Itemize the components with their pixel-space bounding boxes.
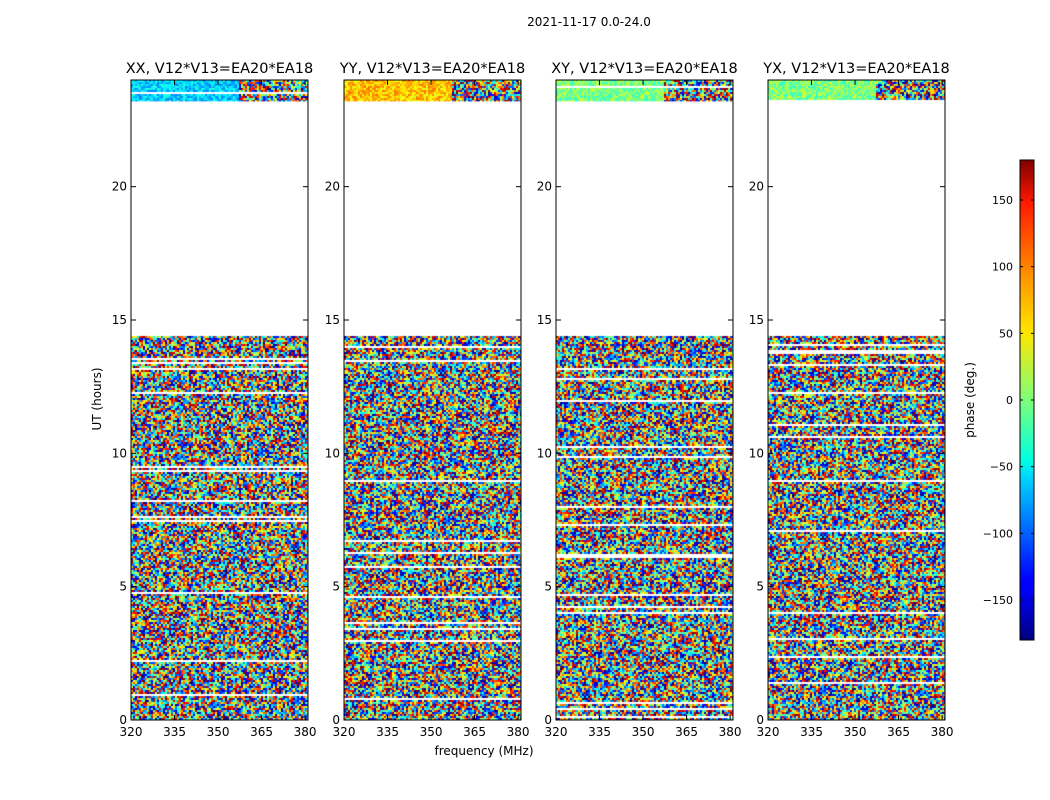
heatmap-canvas-3 [556, 80, 733, 720]
x-tick-label: 320 [333, 725, 356, 739]
x-tick-label: 350 [207, 725, 230, 739]
panel-title: XX, V12*V13=EA20*EA18 [126, 61, 314, 77]
y-tick-label: 15 [749, 313, 764, 327]
x-tick-label: 350 [844, 725, 867, 739]
x-tick-label: 365 [250, 725, 273, 739]
panel-title: YX, V12*V13=EA20*EA18 [762, 61, 949, 77]
y-tick-label: 0 [756, 713, 764, 727]
y-tick-label: 20 [749, 180, 764, 194]
y-tick-label: 10 [537, 446, 552, 460]
panel-1: XX, V12*V13=EA20*EA18 320 335 350 365 380 0 5 10… [112, 61, 317, 739]
colorbar-label: phase (deg.) [963, 362, 977, 438]
x-tick-label: 350 [420, 725, 443, 739]
heatmap-canvas-4 [768, 80, 945, 720]
y-tick-label: 0 [544, 713, 552, 727]
colorbar: −150 −100 −50 0 50 100 150 phase (deg.) [963, 159, 1035, 641]
panel-frame [130, 79, 309, 721]
y-tick-label: 15 [325, 313, 340, 327]
x-tick-label: 320 [120, 725, 143, 739]
panels: XX, V12*V13=EA20*EA18 320 335 350 365 380 0 5 10… [112, 61, 954, 739]
x-tick-label: 320 [545, 725, 568, 739]
x-tick-label: 335 [588, 725, 611, 739]
x-tick-label: 380 [294, 725, 317, 739]
colorbar-tick-label: −100 [983, 527, 1013, 540]
y-tick-label: 15 [112, 313, 127, 327]
x-tick-label: 335 [163, 725, 186, 739]
x-tick-label: 365 [887, 725, 910, 739]
figure-suptitle: 2021-11-17 0.0-24.0 [527, 15, 651, 29]
y-tick-label: 20 [325, 180, 340, 194]
panel-4: YX, V12*V13=EA20*EA18 320 335 350 365 380 0 5 10… [749, 61, 954, 739]
x-tick-label: 320 [757, 725, 780, 739]
colorbar-ticks: −150 −100 −50 0 50 100 150 [983, 194, 1034, 607]
colorbar-tick-label: 100 [992, 261, 1013, 274]
x-tick-label: 350 [632, 725, 655, 739]
y-tick-label: 5 [119, 580, 127, 594]
x-tick-label: 365 [463, 725, 486, 739]
panel-frame [343, 79, 522, 721]
colorbar-tick-label: 150 [992, 194, 1013, 207]
y-tick-label: 5 [332, 580, 340, 594]
panel-title: YY, V12*V13=EA20*EA18 [339, 61, 525, 77]
panel-title: XY, V12*V13=EA20*EA18 [551, 61, 737, 77]
y-tick-label: 20 [112, 180, 127, 194]
panel-frame [767, 79, 946, 721]
y-tick-label: 20 [537, 180, 552, 194]
y-tick-label: 10 [112, 446, 127, 460]
colorbar-tick-label: −50 [990, 461, 1013, 474]
figure-ylabel: UT (hours) [90, 367, 104, 430]
x-tick-label: 380 [719, 725, 742, 739]
x-tick-label: 365 [675, 725, 698, 739]
heatmap-canvas-1 [131, 80, 308, 720]
x-tick-label: 335 [800, 725, 823, 739]
colorbar-tick-label: 50 [999, 327, 1013, 340]
colorbar-tick-label: 0 [1006, 394, 1013, 407]
colorbar-tick-label: −150 [983, 594, 1013, 607]
x-tick-label: 335 [376, 725, 399, 739]
panel-3: XY, V12*V13=EA20*EA18 320 335 350 365 380 0 5 10… [537, 61, 742, 739]
y-tick-label: 10 [325, 446, 340, 460]
panel-frame [555, 79, 734, 721]
y-tick-label: 5 [756, 580, 764, 594]
heatmap-canvas-2 [344, 80, 521, 720]
y-tick-label: 5 [544, 580, 552, 594]
y-tick-label: 0 [119, 713, 127, 727]
x-tick-label: 380 [507, 725, 530, 739]
y-tick-label: 10 [749, 446, 764, 460]
panel-2: YY, V12*V13=EA20*EA18 320 335 350 365 380 0 5 10… [325, 61, 530, 739]
y-tick-label: 0 [332, 713, 340, 727]
figure-xlabel: frequency (MHz) [434, 744, 533, 758]
x-tick-label: 380 [931, 725, 954, 739]
y-tick-label: 15 [537, 313, 552, 327]
